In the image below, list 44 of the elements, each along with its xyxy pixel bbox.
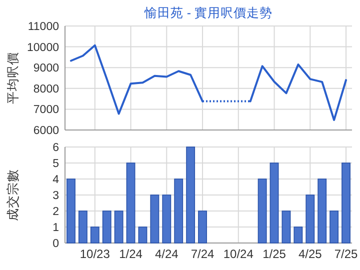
y-tick-label: 11000	[28, 21, 59, 33]
bar	[90, 226, 100, 244]
y-tick-label: 5	[52, 158, 59, 170]
x-tick-label: 10/24	[223, 247, 254, 261]
bar	[342, 162, 350, 244]
y-tick-label: 2	[52, 206, 59, 218]
y-tick-label: 1	[52, 222, 59, 234]
y-tick-label: 4	[52, 174, 60, 186]
y-tick-label: 8000	[33, 83, 59, 96]
x-tick-label: 1/25	[262, 247, 286, 261]
bar	[66, 178, 76, 244]
bar	[270, 162, 279, 244]
x-tick-label: 4/25	[298, 247, 322, 261]
x-tick-label: 7/24	[190, 247, 215, 261]
bar	[186, 146, 196, 244]
bar	[318, 178, 327, 244]
bar	[258, 178, 267, 244]
y-tick-label: 7000	[33, 104, 59, 116]
bar	[138, 226, 148, 244]
x-tick-label: 10/23	[80, 247, 110, 261]
x-tick-label: 4/24	[154, 247, 179, 261]
y-tick-label: 3	[52, 190, 59, 202]
bar	[114, 210, 124, 244]
bar	[102, 210, 112, 244]
bar	[306, 194, 315, 244]
y-tick-label: 0	[52, 238, 59, 250]
y-tick-label: 6	[52, 142, 59, 154]
y-axis-title: 成交宗數	[5, 169, 20, 221]
bar	[126, 162, 136, 244]
y-tick-label: 9000	[33, 62, 59, 75]
bar	[294, 226, 303, 244]
bar	[174, 178, 184, 244]
bar	[150, 194, 160, 244]
x-tick-label: 1/24	[119, 247, 143, 261]
bar	[198, 210, 207, 244]
chart-title: 愉田苑 - 實用呎價走勢	[143, 6, 273, 20]
y-axis-title: 平均呎價	[6, 52, 20, 104]
bar	[78, 210, 88, 244]
x-tick-label: 7/25	[334, 247, 358, 261]
y-tick-label: 10000	[27, 42, 59, 54]
bar	[162, 194, 172, 244]
bar	[282, 210, 291, 244]
y-tick-label: 6000	[33, 125, 59, 137]
bar	[330, 210, 339, 244]
